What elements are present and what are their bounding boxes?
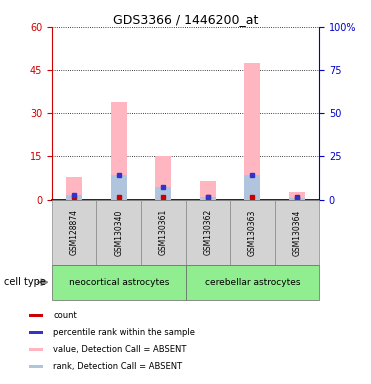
Bar [96, 200, 141, 265]
Text: GSM130363: GSM130363 [248, 209, 257, 255]
Title: GDS3366 / 1446200_at: GDS3366 / 1446200_at [113, 13, 258, 26]
Text: cerebellar astrocytes: cerebellar astrocytes [204, 278, 300, 287]
Bar [289, 192, 305, 200]
Text: percentile rank within the sample: percentile rank within the sample [53, 328, 195, 337]
Bar [186, 200, 230, 265]
Text: GSM130364: GSM130364 [292, 209, 301, 255]
Bar [186, 265, 319, 300]
Text: rank, Detection Call = ABSENT: rank, Detection Call = ABSENT [53, 362, 182, 371]
Bar [29, 331, 43, 334]
Bar [155, 187, 171, 200]
Bar [200, 197, 216, 200]
Text: GSM130362: GSM130362 [203, 209, 212, 255]
Text: cell type: cell type [4, 277, 46, 287]
Text: value, Detection Call = ABSENT: value, Detection Call = ABSENT [53, 345, 187, 354]
Text: count: count [53, 311, 77, 321]
Bar [141, 200, 186, 265]
Bar [244, 63, 260, 200]
Bar [200, 181, 216, 200]
Bar [230, 200, 275, 265]
Bar [29, 314, 43, 318]
Bar [244, 175, 260, 200]
Text: GSM130340: GSM130340 [114, 209, 123, 255]
Bar [29, 348, 43, 351]
Bar [29, 365, 43, 368]
Bar [289, 198, 305, 200]
Bar [155, 156, 171, 200]
Bar [66, 195, 82, 200]
Text: GSM130361: GSM130361 [159, 209, 168, 255]
Text: neocortical astrocytes: neocortical astrocytes [69, 278, 169, 287]
Text: GSM128874: GSM128874 [70, 209, 79, 255]
Bar [52, 200, 96, 265]
Bar [111, 102, 127, 200]
Bar [66, 177, 82, 200]
Bar [52, 265, 186, 300]
Bar [111, 175, 127, 200]
Bar [275, 200, 319, 265]
